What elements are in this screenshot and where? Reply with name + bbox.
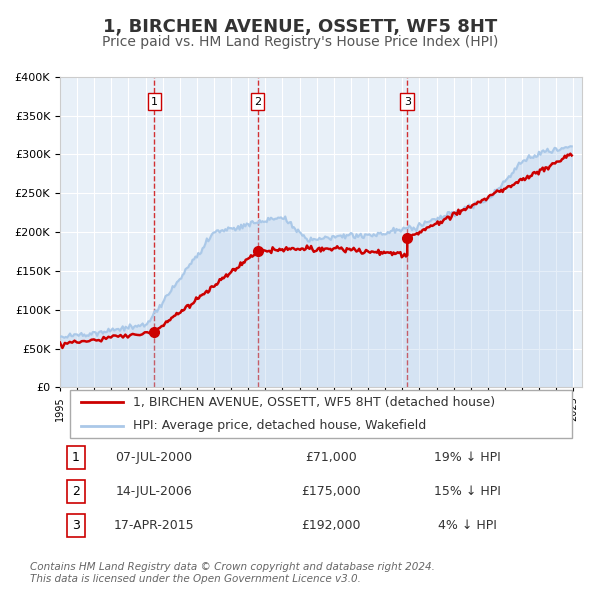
Text: £71,000: £71,000: [305, 451, 358, 464]
Text: 07-JUL-2000: 07-JUL-2000: [115, 451, 193, 464]
Text: 1, BIRCHEN AVENUE, OSSETT, WF5 8HT (detached house): 1, BIRCHEN AVENUE, OSSETT, WF5 8HT (deta…: [133, 396, 495, 409]
Text: 2: 2: [254, 97, 261, 107]
Text: 14-JUL-2006: 14-JUL-2006: [116, 486, 193, 499]
Text: 19% ↓ HPI: 19% ↓ HPI: [434, 451, 500, 464]
Text: HPI: Average price, detached house, Wakefield: HPI: Average price, detached house, Wake…: [133, 419, 427, 432]
Text: £192,000: £192,000: [302, 519, 361, 532]
FancyBboxPatch shape: [70, 390, 572, 438]
Text: 1: 1: [72, 451, 80, 464]
Text: 2: 2: [72, 486, 80, 499]
Text: 3: 3: [72, 519, 80, 532]
Text: 1, BIRCHEN AVENUE, OSSETT, WF5 8HT: 1, BIRCHEN AVENUE, OSSETT, WF5 8HT: [103, 18, 497, 35]
Text: 17-APR-2015: 17-APR-2015: [113, 519, 194, 532]
Text: 1: 1: [151, 97, 158, 107]
Text: Contains HM Land Registry data © Crown copyright and database right 2024.
This d: Contains HM Land Registry data © Crown c…: [30, 562, 435, 584]
Text: £175,000: £175,000: [302, 486, 361, 499]
Text: 15% ↓ HPI: 15% ↓ HPI: [434, 486, 500, 499]
Text: 4% ↓ HPI: 4% ↓ HPI: [438, 519, 497, 532]
Text: Price paid vs. HM Land Registry's House Price Index (HPI): Price paid vs. HM Land Registry's House …: [102, 35, 498, 50]
Text: 3: 3: [404, 97, 411, 107]
